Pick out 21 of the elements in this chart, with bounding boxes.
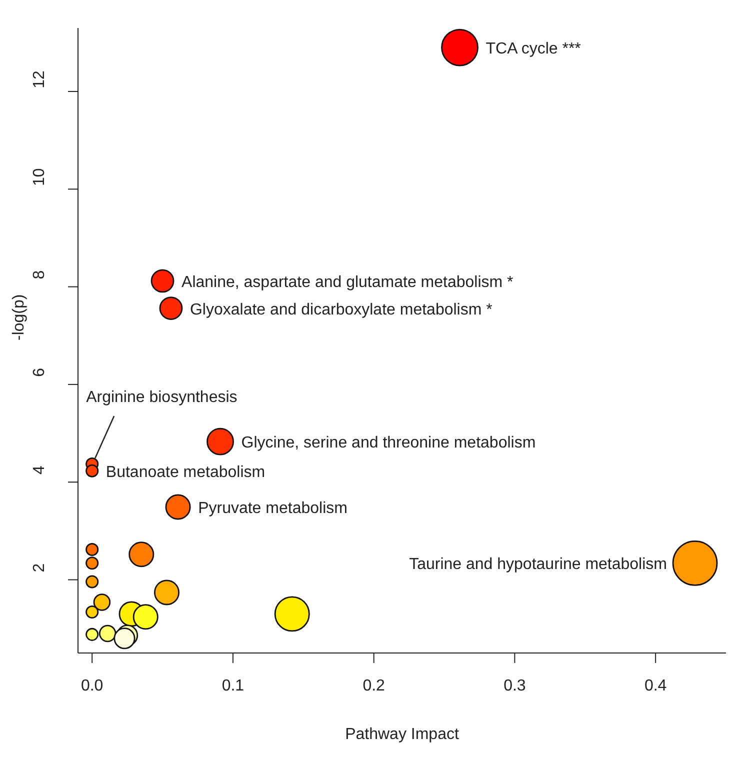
annotation: Alanine, aspartate and glutamate metabolism * [182, 274, 514, 291]
annotation: Butanoate metabolism [106, 464, 266, 481]
y-tick-label: 4 [31, 466, 48, 475]
y-tick-label: 2 [31, 563, 48, 572]
y-axis-title: -log(p) [10, 294, 28, 340]
annotation: Glyoxalate and dicarboxylate metabolism * [190, 301, 492, 318]
annotation: Pyruvate metabolism [198, 500, 348, 518]
x-tick-label: 0.3 [504, 677, 526, 694]
y-tick-label: 6 [31, 368, 48, 377]
x-tick-label: 0.4 [644, 677, 667, 694]
x-tick-label: 0.1 [222, 677, 244, 694]
y-tick-label: 12 [31, 70, 48, 88]
annotation: Arginine biosynthesis [86, 389, 238, 406]
x-axis-title: Pathway Impact [345, 726, 460, 743]
x-tick-label: 0.2 [362, 677, 386, 694]
y-tick-label: 8 [31, 270, 48, 280]
x-tick-label: 0.0 [80, 677, 104, 694]
annotation: Taurine and hypotaurine metabolism [409, 556, 668, 574]
annotation: TCA cycle *** [486, 40, 581, 58]
y-tick-label: 10 [31, 168, 48, 186]
annotation: Glycine, serine and threonine metabolism [241, 434, 536, 452]
